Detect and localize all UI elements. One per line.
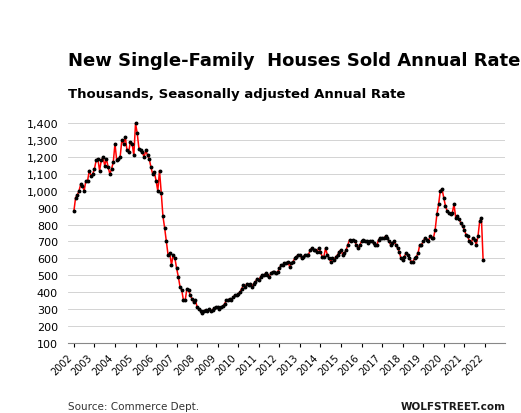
Text: WOLFSTREET.com: WOLFSTREET.com (400, 401, 505, 411)
Text: New Single-Family  Houses Sold Annual Rate: New Single-Family Houses Sold Annual Rat… (68, 52, 520, 70)
Text: Thousands, Seasonally adjusted Annual Rate: Thousands, Seasonally adjusted Annual Ra… (68, 88, 405, 101)
Text: Source: Commerce Dept.: Source: Commerce Dept. (68, 401, 199, 411)
